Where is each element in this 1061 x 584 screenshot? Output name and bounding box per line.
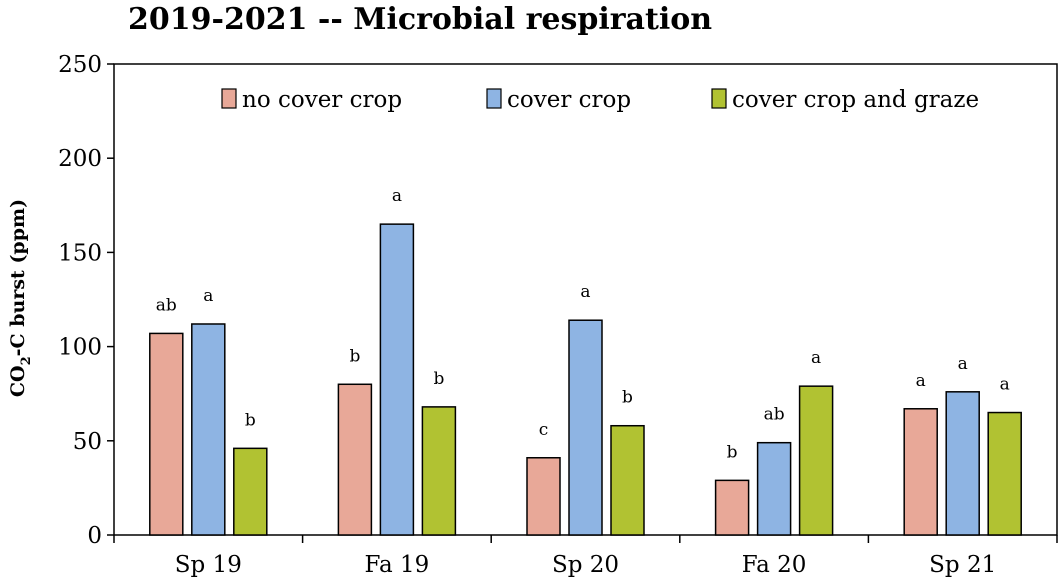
y-axis-label-subscript: 2 (19, 356, 34, 365)
legend-swatch (711, 88, 727, 109)
bar (945, 391, 980, 536)
svg-text:CO2-C burst (ppm): CO2-C burst (ppm) (7, 199, 34, 397)
y-tick-label: 0 (87, 523, 102, 549)
legend: no cover crop cover crop cover crop and gr… (221, 87, 979, 113)
legend-swatch (486, 88, 502, 109)
significance-label: b (622, 388, 633, 408)
x-tick-label: Sp 20 (552, 552, 619, 578)
y-axis: 0 50 100 150 200 250 (58, 52, 114, 549)
bar (714, 479, 750, 536)
y-tick-label: 150 (58, 240, 102, 266)
significance-label: b (245, 410, 256, 430)
chart-title: 2019-2021 -- Microbial respiration (128, 2, 713, 37)
y-tick-label: 250 (58, 52, 102, 78)
significance-label: b (727, 442, 738, 462)
bar (568, 319, 603, 536)
significance-label: a (580, 282, 590, 302)
significance-label: b (433, 369, 444, 389)
bar (610, 424, 645, 536)
legend-label: cover crop and graze (732, 87, 979, 113)
x-tick-label: Fa 20 (742, 552, 807, 578)
bar (756, 441, 792, 536)
bar (526, 457, 561, 536)
bar (337, 383, 373, 536)
y-tick-label: 50 (73, 429, 102, 455)
significance-label: a (203, 286, 213, 306)
y-axis-label: CO2-C burst (ppm) (7, 199, 34, 397)
y-axis-label-rest: -C burst (ppm) (7, 199, 29, 356)
significance-label: a (392, 186, 402, 206)
significance-label: a (1000, 375, 1010, 395)
bar (233, 447, 268, 536)
significance-label: ab (156, 295, 177, 315)
legend-swatch (221, 88, 237, 109)
significance-label: a (958, 354, 968, 374)
y-axis-label-main: CO (7, 365, 29, 397)
significance-label: a (916, 371, 926, 391)
bar (903, 408, 938, 536)
significance-label: c (539, 420, 549, 440)
bar (421, 406, 457, 536)
y-tick-label: 100 (58, 335, 102, 361)
x-tick-label: Sp 21 (929, 552, 996, 578)
x-tick-label: Sp 19 (175, 552, 242, 578)
x-tick-label: Fa 19 (365, 552, 430, 578)
x-axis: Sp 19 Fa 19 Sp 20 Fa 20 Sp 21 (113, 535, 1058, 578)
bar (191, 323, 226, 536)
legend-label: no cover crop (242, 87, 402, 113)
bar (798, 385, 834, 536)
bar (149, 332, 184, 536)
significance-label: ab (764, 405, 785, 425)
legend-label: cover crop (507, 87, 631, 113)
bars (149, 223, 1022, 536)
bar (379, 223, 415, 536)
y-tick-label: 200 (58, 146, 102, 172)
significance-label: b (349, 346, 360, 366)
bar (987, 411, 1022, 536)
significance-label: a (811, 348, 821, 368)
